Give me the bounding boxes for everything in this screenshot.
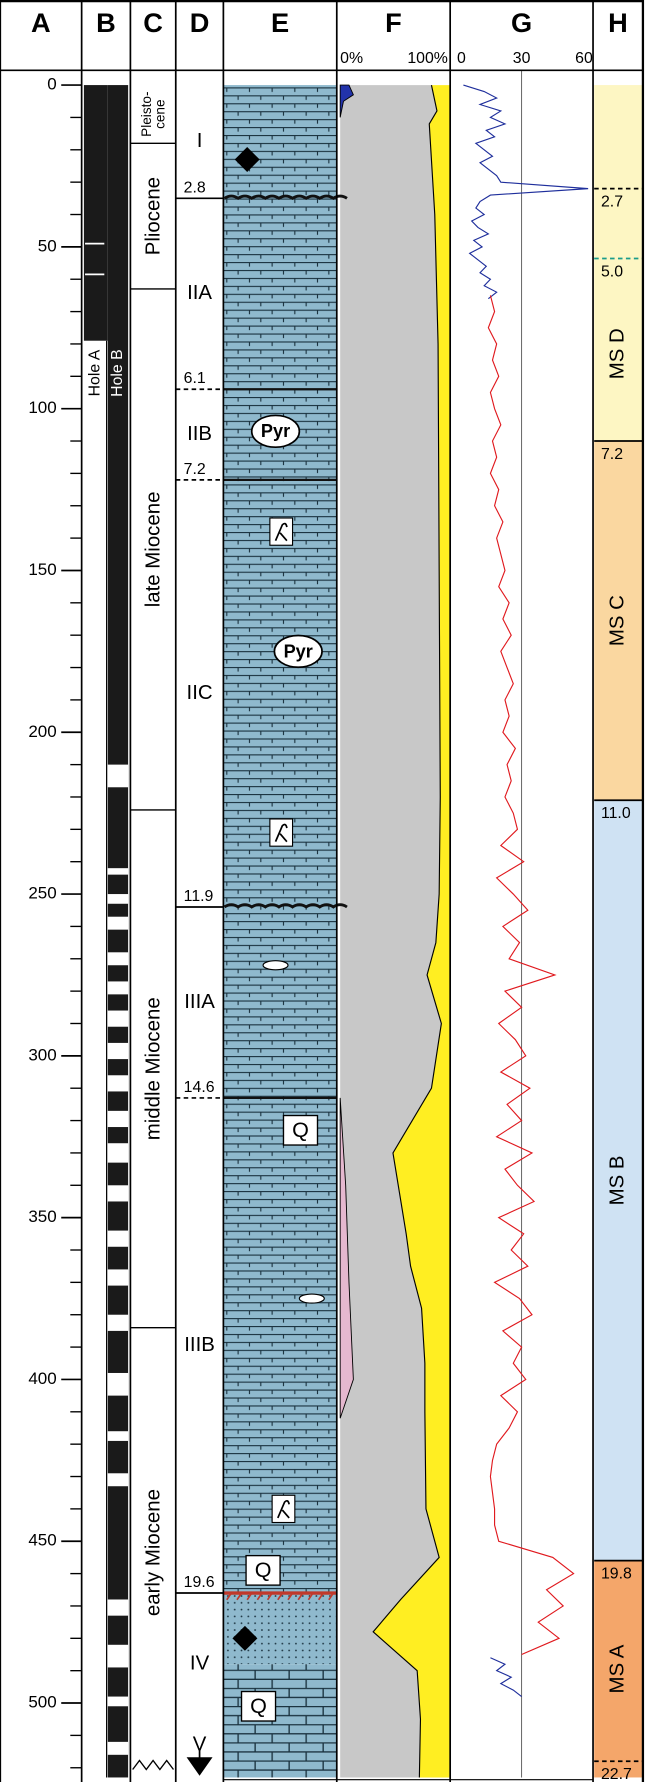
unit-label: IIB [187, 423, 212, 445]
depth-tick-label: 450 [28, 1531, 56, 1550]
depth-tick-label: 100 [28, 398, 56, 417]
epoch-label: early Miocene [143, 1489, 165, 1616]
g-tick-label: 0 [457, 50, 466, 67]
column-header: G [511, 7, 532, 38]
epoch-label: cene [153, 99, 168, 128]
quartz-label: Q [255, 1558, 272, 1582]
hole-b-white [108, 868, 128, 874]
hole-b-white [108, 1185, 128, 1201]
ms-zone-label: MS A [606, 1644, 628, 1693]
depth-tick-label: 500 [28, 1693, 56, 1712]
hole-b-white [108, 952, 128, 965]
hole-b-white [108, 1111, 128, 1127]
ms-zone-label: MS C [606, 595, 628, 646]
unit-label: IIIB [184, 1334, 215, 1356]
hole-b-white [108, 1269, 128, 1285]
fossil-symbol [270, 819, 293, 846]
lithology-zone [223, 1593, 336, 1664]
ms-boundary-age: 11.0 [601, 805, 631, 822]
unit-boundary-age: 2.8 [184, 179, 206, 196]
backgrounds [84, 70, 643, 1777]
f-axis-label: 100% [407, 50, 448, 67]
fossil-symbol [270, 518, 293, 545]
log-curve [488, 295, 573, 1654]
shell-symbol [299, 1294, 324, 1303]
strat-figure: ABCDEFGH050100150200250300350400450500Ho… [0, 0, 652, 1782]
depth-tick-label: 300 [28, 1045, 56, 1064]
unit-v-arrow [188, 1748, 211, 1774]
unit-label: I [197, 130, 203, 152]
hole-b-white [108, 1599, 128, 1615]
epoch-label: Pliocene [143, 177, 165, 255]
quartz-label: Q [292, 1118, 309, 1142]
column-header: B [96, 7, 116, 38]
hole-b-white [108, 1075, 128, 1091]
quartz-label: Q [250, 1694, 267, 1718]
unit-boundary-age: 14.6 [184, 1079, 215, 1096]
depth-tick-label: 0 [47, 75, 56, 94]
shell-symbol [263, 961, 288, 970]
unit-label: IV [190, 1653, 210, 1675]
pyrite-label: Pyr [261, 421, 290, 441]
ms-zone-label: MS D [606, 328, 628, 379]
ms-zone-label: MS B [606, 1155, 628, 1205]
ms-boundary-age: 2.7 [601, 193, 623, 210]
column-header: A [31, 7, 51, 38]
depth-tick-label: 150 [28, 560, 56, 579]
depth-tick-label: 50 [38, 236, 57, 255]
ms-boundary-age: 19.8 [601, 1565, 632, 1582]
ms-boundary-age: 5.0 [601, 263, 623, 280]
g-tick-label: 30 [513, 50, 531, 67]
hole-b-white [108, 1043, 128, 1059]
hole-b-white [108, 1373, 128, 1396]
hole-b-white [108, 917, 128, 930]
unit-boundary-age: 19.6 [184, 1574, 215, 1591]
hole-b-white [108, 894, 128, 904]
epoch-label: late Miocene [143, 492, 165, 608]
log-curve [463, 85, 588, 299]
epoch-bottom-zigzag [133, 1760, 174, 1769]
ms-boundary-age: 22.7 [601, 1766, 632, 1782]
unit-label: IIA [187, 282, 212, 304]
column-header: C [143, 7, 163, 38]
hole-b-white [108, 1231, 128, 1247]
ms-boundary-age: 7.2 [601, 446, 623, 463]
depth-tick-label: 400 [28, 1369, 56, 1388]
column-header: H [608, 7, 628, 38]
hole-a-label: Hole A [86, 349, 103, 396]
hole-b-white [108, 765, 128, 788]
fossil-symbol [272, 1495, 295, 1522]
hole-a-black [84, 85, 108, 341]
hole-b-white [108, 981, 128, 994]
f-axis-label: 0% [340, 50, 363, 67]
hole-b-white [108, 1645, 128, 1668]
pyrite-label: Pyr [284, 641, 313, 661]
column-header: E [271, 7, 289, 38]
unit-boundary-age: 11.9 [184, 888, 214, 905]
epoch-label: middle Miocene [143, 997, 165, 1140]
hole-b-white [108, 1315, 128, 1331]
hole-b-white [108, 1431, 128, 1441]
depth-tick-label: 350 [28, 1207, 56, 1226]
unit-boundary-age: 6.1 [184, 370, 206, 387]
hole-b-white [108, 1011, 128, 1027]
column-header: F [385, 7, 402, 38]
unit-boundary-age: 7.2 [184, 461, 206, 478]
unit-label: IIIA [184, 991, 215, 1013]
hole-b-white [108, 1473, 128, 1486]
hole-b-white [108, 1742, 128, 1755]
hole-b-label: Hole B [109, 349, 126, 397]
depth-tick-label: 250 [28, 884, 56, 903]
hole-b-column [108, 85, 128, 1777]
hole-b-white [108, 1143, 128, 1162]
carbonate-gray [340, 85, 441, 1777]
hole-b-white [108, 1697, 128, 1707]
lithology-zone [223, 1664, 336, 1777]
unit-label: IIC [187, 682, 213, 704]
g-tick-label: 60 [575, 50, 593, 67]
depth-tick-label: 200 [28, 722, 56, 741]
column-header: D [190, 7, 210, 38]
log-curve [490, 1658, 521, 1697]
